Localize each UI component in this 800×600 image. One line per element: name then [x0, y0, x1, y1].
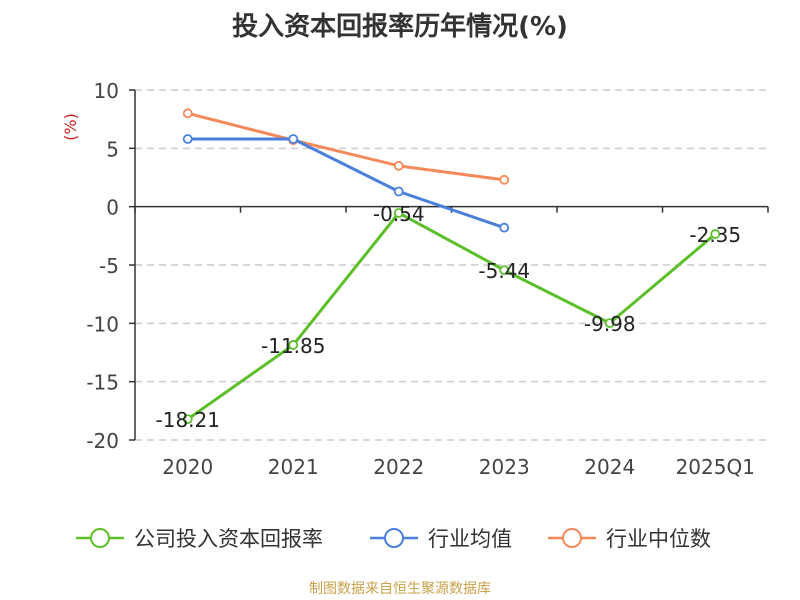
data-point [604, 318, 615, 329]
series-line [186, 211, 717, 421]
y-tick-label: -15 [86, 371, 119, 395]
data-label: -5.44 [478, 259, 530, 283]
data-labels: -18.21 -11.85 -0.54 -5.44 -9.98 -2.35 [156, 202, 742, 432]
series-line [187, 111, 505, 182]
data-point [393, 208, 404, 218]
legend-marker-icon [562, 528, 582, 548]
legend-label: 公司投入资本回报率 [134, 527, 323, 551]
data-point [288, 340, 299, 350]
data-label: -0.54 [373, 202, 425, 226]
x-tick-label: 2023 [479, 455, 530, 479]
legend-label: 行业均值 [428, 527, 512, 551]
data-point [499, 222, 510, 233]
y-tick-label: 0 [106, 196, 119, 220]
axes: 10 5 0 -5 -10 -15 -20 2020 2021 2022 2023 2024 2025Q… [61, 79, 769, 479]
data-point [499, 174, 510, 185]
y-axis-label: (%) [61, 113, 80, 141]
legend-item[interactable]: 行业中位数 [548, 527, 711, 551]
data-point [499, 265, 510, 276]
x-tick-label: 2022 [373, 455, 424, 479]
data-label: -9.98 [584, 312, 636, 336]
x-tick-label: 2024 [584, 455, 635, 479]
legend-marker-icon [90, 528, 110, 548]
x-tick-label: 2020 [162, 455, 213, 479]
y-tick-label: 10 [94, 79, 119, 103]
data-point [182, 414, 193, 425]
data-point [393, 160, 404, 171]
series-lines [182, 108, 721, 425]
legend-label: 行业中位数 [606, 527, 711, 551]
legend-item[interactable]: 公司投入资本回报率 [76, 527, 323, 551]
y-tick-label: -5 [99, 254, 119, 278]
legend-marker-icon [384, 528, 404, 548]
data-point [710, 229, 721, 239]
data-label: -2.35 [689, 223, 741, 247]
source-note: 制图数据来自恒生聚源数据库 [309, 581, 491, 597]
grid [135, 89, 768, 441]
data-label: -11.85 [261, 334, 325, 358]
y-tick-label: 5 [106, 137, 119, 161]
data-point [288, 134, 299, 144]
series-line [187, 137, 505, 230]
y-tick-label: -10 [86, 312, 119, 336]
chart-title: 投入资本回报率历年情况(%) [232, 12, 568, 42]
legend: 公司投入资本回报率 行业均值 行业中位数 [76, 527, 711, 551]
data-point [393, 186, 404, 197]
legend-item[interactable]: 行业均值 [370, 527, 512, 551]
x-tick-label: 2021 [268, 455, 319, 479]
data-label: -18.21 [156, 408, 220, 432]
data-point [182, 134, 193, 144]
data-point [182, 108, 193, 119]
x-tick-label: 2025Q1 [676, 455, 755, 479]
y-tick-label: -20 [86, 429, 119, 453]
